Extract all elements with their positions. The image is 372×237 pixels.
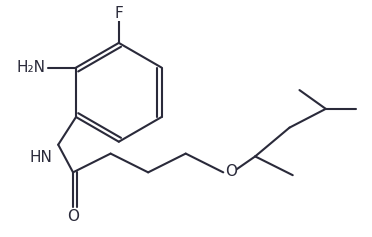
Text: HN: HN: [29, 150, 52, 165]
Text: H₂N: H₂N: [16, 60, 45, 75]
Text: F: F: [115, 6, 123, 21]
Text: O: O: [225, 164, 237, 179]
Text: O: O: [67, 209, 79, 224]
